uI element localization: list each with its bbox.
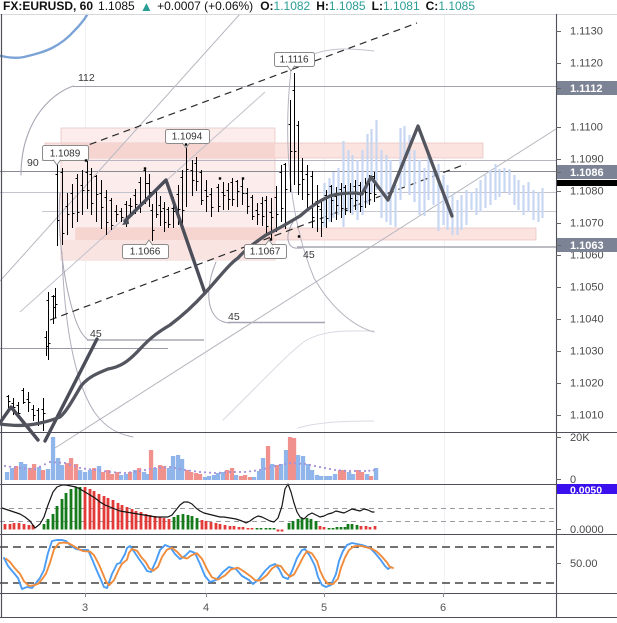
- svg-text:45: 45: [90, 328, 102, 340]
- svg-text:1.1080: 1.1080: [570, 186, 604, 198]
- svg-text:6: 6: [440, 602, 446, 614]
- svg-text:1.1130: 1.1130: [570, 26, 603, 38]
- svg-text:1.1094: 1.1094: [172, 132, 203, 143]
- svg-text:1.1120: 1.1120: [570, 58, 603, 70]
- svg-text:20K: 20K: [570, 432, 590, 444]
- svg-text:0: 0: [570, 474, 576, 486]
- svg-text:1.1030: 1.1030: [570, 346, 604, 358]
- svg-text:1.1060: 1.1060: [570, 250, 604, 262]
- svg-text:1.1100: 1.1100: [570, 122, 603, 134]
- svg-text:1.1090: 1.1090: [570, 154, 604, 166]
- svg-text:1.1089: 1.1089: [50, 149, 81, 160]
- svg-text:45: 45: [228, 311, 240, 323]
- svg-text:1.1070: 1.1070: [570, 218, 604, 230]
- svg-text:1.1066: 1.1066: [130, 247, 161, 258]
- svg-text:1.1020: 1.1020: [570, 378, 604, 390]
- svg-text:45: 45: [303, 249, 315, 261]
- svg-text:50.00: 50.00: [570, 558, 598, 570]
- svg-text:0.0000: 0.0000: [570, 524, 604, 536]
- svg-text:112: 112: [78, 72, 95, 84]
- svg-text:1.1040: 1.1040: [570, 314, 604, 326]
- svg-text:5: 5: [321, 602, 327, 614]
- svg-text:90: 90: [27, 157, 39, 169]
- svg-text:1.1050: 1.1050: [570, 282, 604, 294]
- svg-text:1.1010: 1.1010: [570, 410, 604, 422]
- svg-text:3: 3: [82, 602, 88, 614]
- svg-text:1.1116: 1.1116: [279, 55, 309, 66]
- svg-text:1.1063: 1.1063: [570, 240, 604, 252]
- svg-text:1.1067: 1.1067: [250, 247, 281, 258]
- svg-text:0.0050: 0.0050: [570, 485, 602, 497]
- svg-text:1.1086: 1.1086: [570, 167, 604, 179]
- svg-text:1.1112: 1.1112: [570, 83, 602, 95]
- svg-text:4: 4: [203, 602, 209, 614]
